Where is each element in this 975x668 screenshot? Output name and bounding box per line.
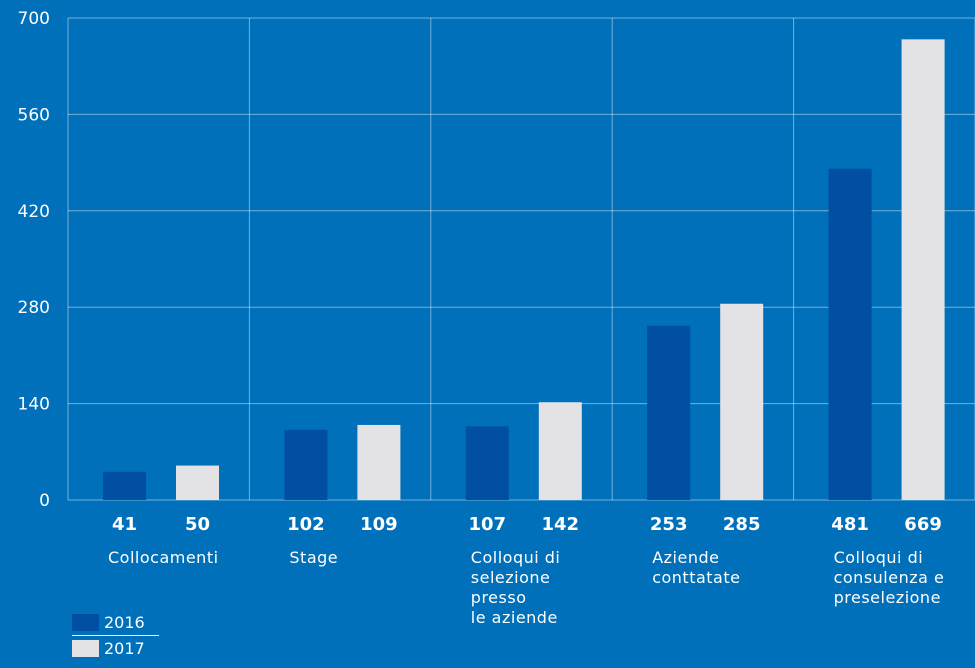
value-label: 142 <box>542 514 580 535</box>
y-tick-label: 140 <box>18 395 50 415</box>
y-tick-label: 280 <box>18 298 50 318</box>
y-tick-label: 700 <box>18 9 50 29</box>
bar-2016-1 <box>284 429 328 500</box>
legend-item-2016: 2016 <box>72 612 172 638</box>
legend-divider <box>72 635 159 636</box>
bar-2016-3 <box>647 325 691 500</box>
bar-2017-3 <box>720 303 764 500</box>
y-tick-label: 560 <box>18 105 50 125</box>
value-label: 107 <box>469 514 507 535</box>
value-label: 41 <box>112 514 137 535</box>
category-label: Aziende conttatate <box>652 548 741 587</box>
legend-item-2017: 2017 <box>72 638 172 664</box>
bar-2016-2 <box>465 426 509 500</box>
bar-2017-2 <box>538 402 582 500</box>
bar-2017-1 <box>357 424 401 500</box>
value-label: 102 <box>287 514 325 535</box>
value-label: 50 <box>185 514 210 535</box>
legend-label: 2017 <box>104 639 145 658</box>
value-label: 285 <box>723 514 761 535</box>
value-label: 253 <box>650 514 688 535</box>
bar-2017-0 <box>176 465 219 500</box>
bar-2017-4 <box>901 39 945 501</box>
legend: 2016 2017 <box>72 612 172 664</box>
value-label: 109 <box>360 514 398 535</box>
category-label: Colloqui di selezione presso le aziende <box>470 548 561 627</box>
category-label: Colloqui di consulenza e preselezione <box>833 548 945 607</box>
category-label: Stage <box>289 548 339 567</box>
category-label: Collocamenti <box>108 548 219 567</box>
legend-label: 2016 <box>104 613 145 632</box>
y-tick-label: 0 <box>39 491 50 511</box>
y-tick-label: 420 <box>18 202 50 222</box>
legend-swatch <box>72 614 99 631</box>
bar-2016-0 <box>103 471 146 500</box>
value-label: 481 <box>831 514 869 535</box>
legend-swatch <box>72 640 99 657</box>
value-label: 669 <box>904 514 942 535</box>
bar-2016-4 <box>828 168 872 500</box>
